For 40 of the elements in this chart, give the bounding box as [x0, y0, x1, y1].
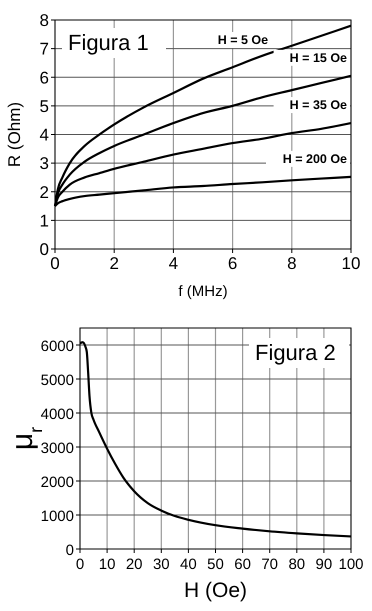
y-tick-label: 0 [66, 542, 74, 559]
y-tick-label: 4 [40, 126, 49, 144]
text: Figura 2 [255, 340, 336, 365]
series-label: H = 15 Oe [290, 50, 348, 65]
x-tick-label: 8 [287, 254, 297, 273]
x-tick-label: 4 [168, 254, 178, 273]
x-tick-label: 10 [342, 254, 360, 273]
y-tick-label: 6000 [40, 338, 74, 355]
x-tick-label: 20 [126, 556, 143, 573]
x-axis-title: H (Oe) [184, 579, 247, 602]
x-tick-label: 80 [288, 556, 306, 573]
x-tick-label: 40 [180, 556, 197, 573]
x-tick-label: 60 [234, 556, 251, 573]
x-axis-title: f (MHz) [178, 283, 228, 300]
series-label: H = 5 Oe [218, 33, 268, 47]
x-tick-label: 100 [338, 556, 364, 573]
y-tick-label: 5 [40, 96, 49, 116]
y-tick-label: 1 [40, 211, 49, 230]
x-tick-label: 50 [207, 556, 224, 573]
y-tick-label: 0 [40, 240, 49, 259]
x-tick-label: 6 [228, 254, 238, 273]
y-tick-label: 5000 [40, 372, 74, 389]
y-tick-label: 2 [40, 182, 49, 202]
x-tick-label: 30 [152, 556, 170, 573]
x-tick-label: 0 [76, 556, 84, 573]
text: Figura 1 [68, 30, 149, 55]
y-tick-label: 8 [40, 11, 49, 30]
y-tick-label: 7 [40, 40, 49, 59]
y-tick-label: 2000 [40, 474, 74, 491]
series-label: H = 200 Oe [282, 152, 348, 166]
x-tick-label: 2 [109, 254, 119, 273]
x-tick-label: 90 [316, 556, 332, 573]
y-tick-label: 4000 [40, 406, 74, 423]
series-label: H = 35 Oe [290, 98, 348, 112]
x-tick-label: 70 [261, 556, 278, 573]
y-axis-title: R (Ohm) [5, 102, 24, 168]
y-tick-label: 6 [40, 68, 49, 88]
y-tick-label: 1000 [40, 508, 74, 525]
y-tick-label: 3 [40, 154, 49, 174]
x-tick-label: 10 [98, 556, 116, 573]
